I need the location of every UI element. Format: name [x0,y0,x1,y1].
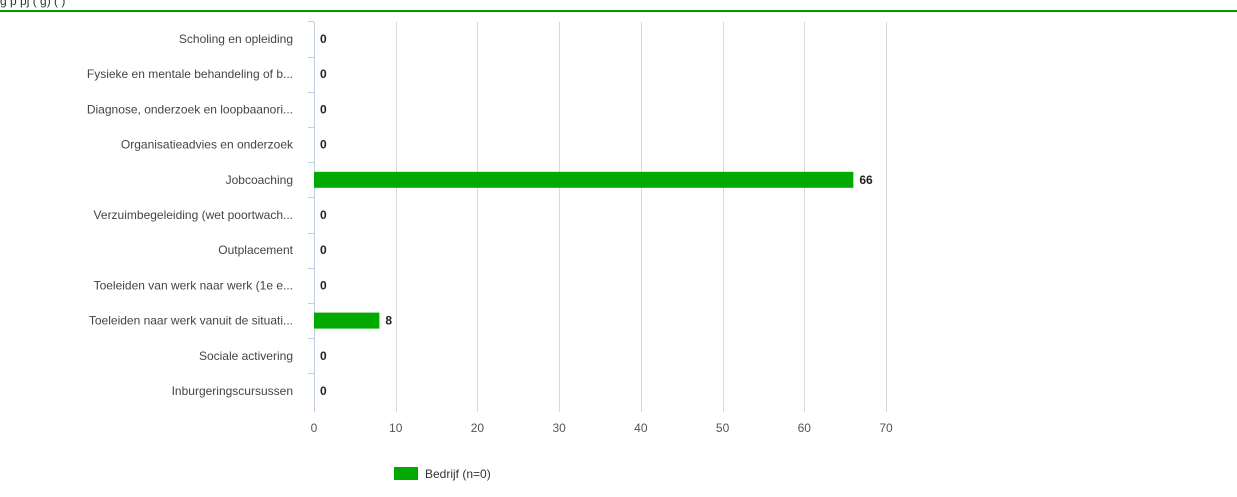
category-label-7: Toeleiden van werk naar werk (1e e... [94,278,293,292]
category-label-6: Outplacement [218,243,293,257]
category-label-2: Diagnose, onderzoek en loopbaanori... [87,102,293,116]
data-label-1: 0 [320,67,327,81]
data-label-0: 0 [320,32,327,46]
data-label-6: 0 [320,243,327,257]
x-tick-label-7: 70 [879,421,893,435]
category-label-10: Inburgeringscursussen [172,384,293,398]
legend-label: Bedrijf (n=0) [425,467,491,481]
x-tick-label-3: 30 [552,421,566,435]
category-label-9: Sociale activering [199,349,293,363]
data-label-10: 0 [320,384,327,398]
legend-swatch [394,467,418,480]
data-label-2: 0 [320,102,327,116]
category-label-1: Fysieke en mentale behandeling of b... [87,67,293,81]
data-label-5: 0 [320,208,327,222]
data-label-7: 0 [320,278,327,292]
category-label-3: Organisatieadvies en onderzoek [121,138,294,152]
bar-4 [314,171,854,188]
category-label-5: Verzuimbegeleiding (wet poortwach... [94,208,293,222]
bar-8 [314,312,380,329]
x-tick-label-6: 60 [798,421,812,435]
data-label-8: 8 [385,314,392,328]
x-tick-label-5: 50 [716,421,730,435]
header-line [0,10,1237,12]
x-tick-label-2: 20 [471,421,485,435]
x-tick-label-4: 40 [634,421,648,435]
x-tick-label-0: 0 [311,421,318,435]
x-tick-label-1: 10 [389,421,403,435]
header-text: g p pj ( g) ( ) [0,0,66,8]
category-label-0: Scholing en opleiding [179,32,293,46]
category-label-4: Jobcoaching [226,173,293,187]
header-strip: g p pj ( g) ( ) [0,0,1237,12]
data-label-4: 66 [859,173,873,187]
data-label-3: 0 [320,138,327,152]
data-label-9: 0 [320,349,327,363]
category-label-8: Toeleiden naar werk vanuit de situati... [89,314,293,328]
